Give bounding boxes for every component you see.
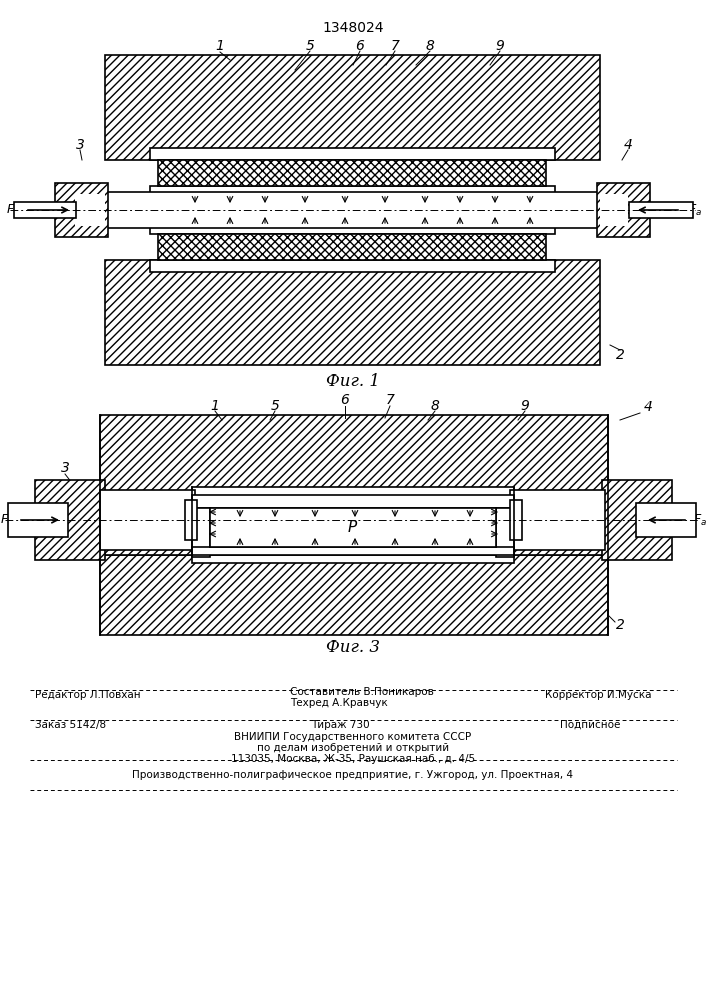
Bar [636, 503, 696, 537]
Text: 9: 9 [496, 39, 504, 53]
Text: $F_a$: $F_a$ [693, 512, 707, 528]
Text: 1: 1 [216, 39, 224, 53]
Bar [192, 508, 210, 557]
Bar [597, 183, 650, 237]
Text: 1348024: 1348024 [322, 21, 384, 35]
Text: 2: 2 [616, 618, 624, 632]
Text: $F_a$: $F_a$ [688, 202, 702, 218]
Bar [200, 525, 507, 547]
Text: $P$: $P$ [347, 519, 358, 535]
Text: Подписное: Подписное [560, 720, 620, 730]
Text: Техред А.Кравчук: Техред А.Кравчук [290, 698, 387, 708]
Bar [200, 497, 507, 515]
Text: 9: 9 [520, 399, 530, 413]
Text: $F_a$: $F_a$ [0, 512, 14, 528]
Text: 6: 6 [356, 39, 364, 53]
Bar [55, 183, 108, 237]
Text: 6: 6 [341, 393, 349, 407]
Text: Фиг. 1: Фиг. 1 [326, 373, 380, 390]
Bar [192, 515, 514, 523]
Text: 4: 4 [643, 400, 653, 414]
Text: по делам изобретений и открытий: по делам изобретений и открытий [257, 743, 449, 753]
Text: 8: 8 [426, 39, 434, 53]
Bar [100, 495, 192, 555]
Bar [100, 555, 608, 635]
Text: ВНИИПИ Государственного комитета СССР: ВНИИПИ Государственного комитета СССР [235, 732, 472, 742]
Text: 3: 3 [61, 461, 69, 475]
Bar [192, 547, 514, 555]
Text: Составитель В.Поникаров: Составитель В.Поникаров [290, 687, 434, 697]
Bar [496, 508, 514, 557]
Bar [510, 490, 605, 550]
Text: 5: 5 [305, 39, 315, 53]
Text: 1: 1 [211, 399, 219, 413]
Text: Заказ 5142/8: Заказ 5142/8 [35, 720, 106, 730]
Bar [515, 495, 602, 545]
Text: 4: 4 [624, 138, 633, 152]
Text: 3: 3 [76, 138, 84, 152]
Bar [105, 260, 600, 365]
Bar [100, 415, 608, 495]
Bar [105, 495, 192, 545]
Bar [602, 480, 672, 560]
Bar [514, 495, 608, 555]
Bar [600, 194, 628, 226]
Text: 7: 7 [390, 39, 399, 53]
Text: 113035, Москва, Ж-35, Раушская наб., д. 4/5: 113035, Москва, Ж-35, Раушская наб., д. … [231, 754, 475, 764]
Text: 7: 7 [385, 393, 395, 407]
Text: 8: 8 [431, 399, 440, 413]
Bar [75, 192, 630, 228]
Bar [75, 194, 105, 226]
Text: Корректор И.Муска: Корректор И.Муска [545, 690, 651, 700]
Text: Производственно-полиграфическое предприятие, г. Ужгород, ул. Проектная, 4: Производственно-полиграфическое предприя… [132, 770, 573, 780]
Bar [14, 202, 76, 218]
Text: Редактор Л.Повхан: Редактор Л.Повхан [35, 690, 141, 700]
Text: Тираж 730: Тираж 730 [310, 720, 369, 730]
Text: Фиг. 3: Фиг. 3 [326, 640, 380, 656]
Bar [185, 500, 197, 540]
Bar [510, 500, 522, 540]
Bar [158, 234, 546, 260]
Bar [150, 260, 555, 272]
Bar [192, 495, 514, 508]
Bar [105, 55, 600, 160]
Bar [150, 186, 555, 194]
Bar [158, 160, 546, 186]
Bar [150, 148, 555, 160]
Bar [629, 202, 693, 218]
Bar [35, 480, 105, 560]
Bar [192, 487, 514, 497]
Bar [150, 226, 555, 234]
Bar [8, 503, 68, 537]
Bar [210, 508, 496, 547]
Text: $F_a$: $F_a$ [6, 202, 20, 218]
Bar [100, 490, 195, 550]
Bar [192, 547, 514, 555]
Text: 2: 2 [616, 348, 624, 362]
Bar [192, 555, 514, 563]
Text: 5: 5 [271, 399, 279, 413]
